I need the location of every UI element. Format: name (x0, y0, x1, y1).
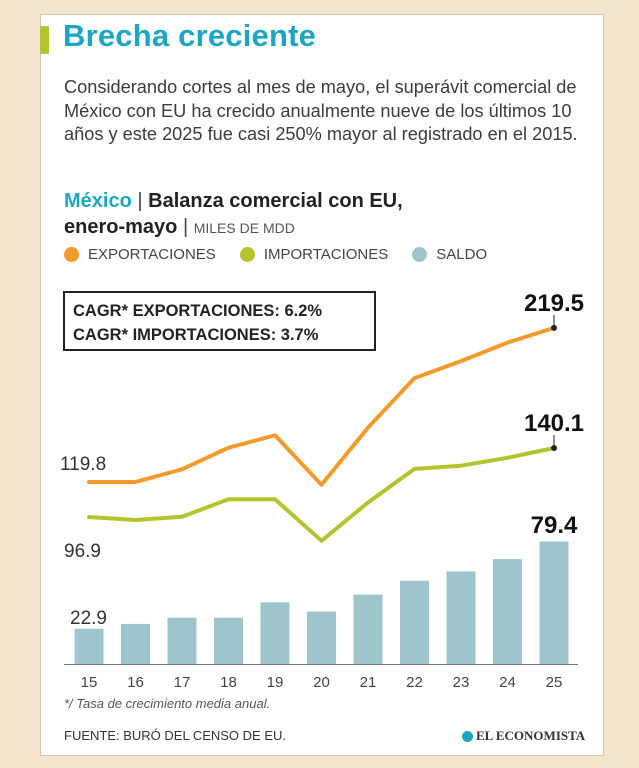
balance-bar (493, 559, 522, 664)
legend-dot-balance (412, 247, 428, 262)
source-note: FUENTE: BURÓ DEL CENSO DE EU. (64, 728, 286, 743)
balance-bar (539, 541, 569, 664)
x-tick-label: 19 (267, 674, 284, 691)
legend-dot-exports (64, 247, 79, 262)
legend-item-imports: IMPORTACIONES (239, 246, 389, 263)
balance-bar (400, 580, 429, 664)
legend-dot-imports (239, 247, 255, 262)
x-tick-label: 22 (406, 674, 423, 691)
imports-first-label: 96.9 (64, 541, 101, 562)
cagr-imports: CAGR* IMPORTACIONES: 3.7% (73, 326, 319, 344)
chart-heading-line1: Balanza comercial con EU, (148, 190, 403, 212)
exports-line (87, 325, 556, 487)
imports-line (87, 446, 556, 543)
legend-item-exports: EXPORTACIONES (64, 246, 216, 263)
chart-units: MILES DE MDD (193, 220, 295, 236)
exports-first-label: 119.8 (60, 454, 106, 475)
chart-heading-country: México (64, 190, 132, 212)
chart-heading-separator: | (137, 190, 143, 212)
x-tick-label: 24 (499, 674, 516, 691)
brand-logo-icon (462, 730, 473, 742)
balance-bar (353, 594, 383, 664)
balance-bar (167, 617, 197, 664)
balance-bar (74, 628, 104, 664)
balance-bar (214, 617, 243, 664)
chart-heading: México | Balanza comercial con EU, enero… (64, 188, 584, 241)
balance-first-label: 22.9 (70, 608, 107, 629)
legend-label-balance: SALDO (436, 246, 488, 263)
x-tick-label: 18 (220, 674, 237, 691)
cagr-box: CAGR* EXPORTACIONES: 6.2% CAGR* IMPORTAC… (63, 291, 376, 351)
balance-last-label: 79.4 (531, 512, 578, 539)
brand-name: EL ECONOMISTA (476, 728, 586, 743)
footnote: */ Tasa de crecimiento media anual. (64, 696, 271, 711)
x-tick-label: 21 (360, 674, 377, 691)
x-tick-label: 17 (174, 674, 191, 691)
balance-bar (121, 623, 150, 664)
cagr-exports: CAGR* EXPORTACIONES: 6.2% (73, 302, 323, 320)
chart-heading-line2: enero-mayo (64, 216, 178, 238)
brand: EL ECONOMISTA (462, 728, 585, 744)
balance-bar (446, 571, 476, 664)
exports-last-label: 219.5 (524, 290, 584, 317)
balance-bar (260, 602, 290, 664)
x-tick-label: 15 (81, 674, 98, 691)
legend-label-exports: EXPORTACIONES (88, 246, 216, 263)
chart-heading-separator-2: | (182, 216, 189, 238)
infographic-title: Brecha creciente (63, 18, 317, 53)
x-tick-label: 25 (546, 674, 563, 691)
title-accent-bar (40, 26, 49, 54)
x-tick-label: 20 (313, 674, 330, 691)
legend-label-imports: IMPORTACIONES (263, 246, 389, 263)
x-tick-label: 23 (453, 674, 470, 691)
imports-last-label: 140.1 (524, 410, 584, 437)
infographic-subtitle: Considerando cortes al mes de mayo, el s… (64, 77, 578, 144)
x-tick-label: 16 (127, 674, 144, 691)
chart-legend: EXPORTACIONES IMPORTACIONES SALDO (64, 246, 487, 263)
balance-bar (307, 611, 336, 664)
legend-item-balance: SALDO (412, 246, 487, 263)
